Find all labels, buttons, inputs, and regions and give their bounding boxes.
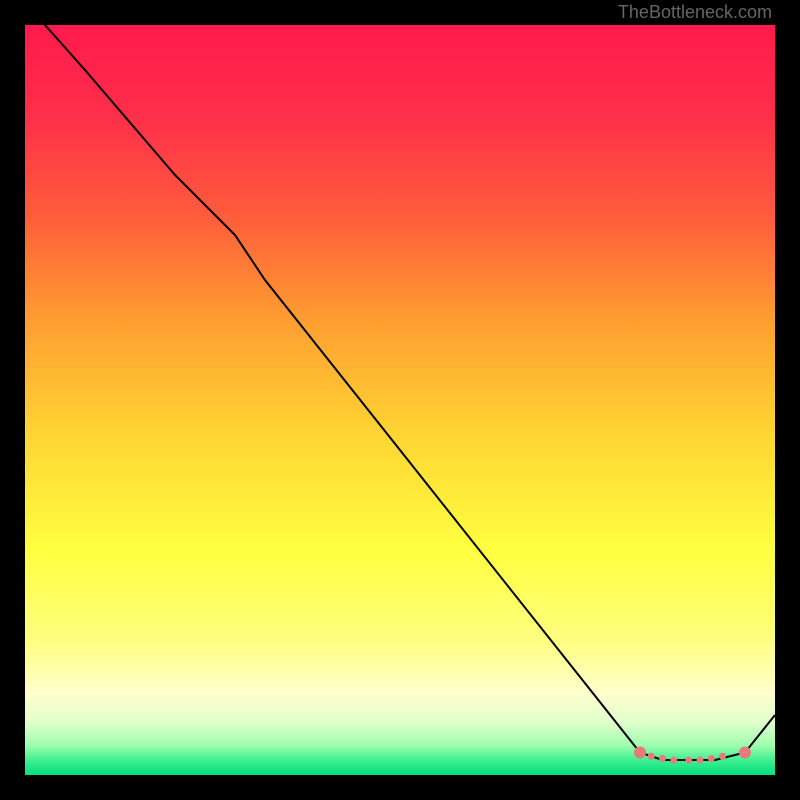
chart-plot-area xyxy=(25,25,775,775)
chart-overlay xyxy=(25,25,775,775)
chart-line xyxy=(25,25,775,760)
watermark-text: TheBottleneck.com xyxy=(618,2,772,23)
